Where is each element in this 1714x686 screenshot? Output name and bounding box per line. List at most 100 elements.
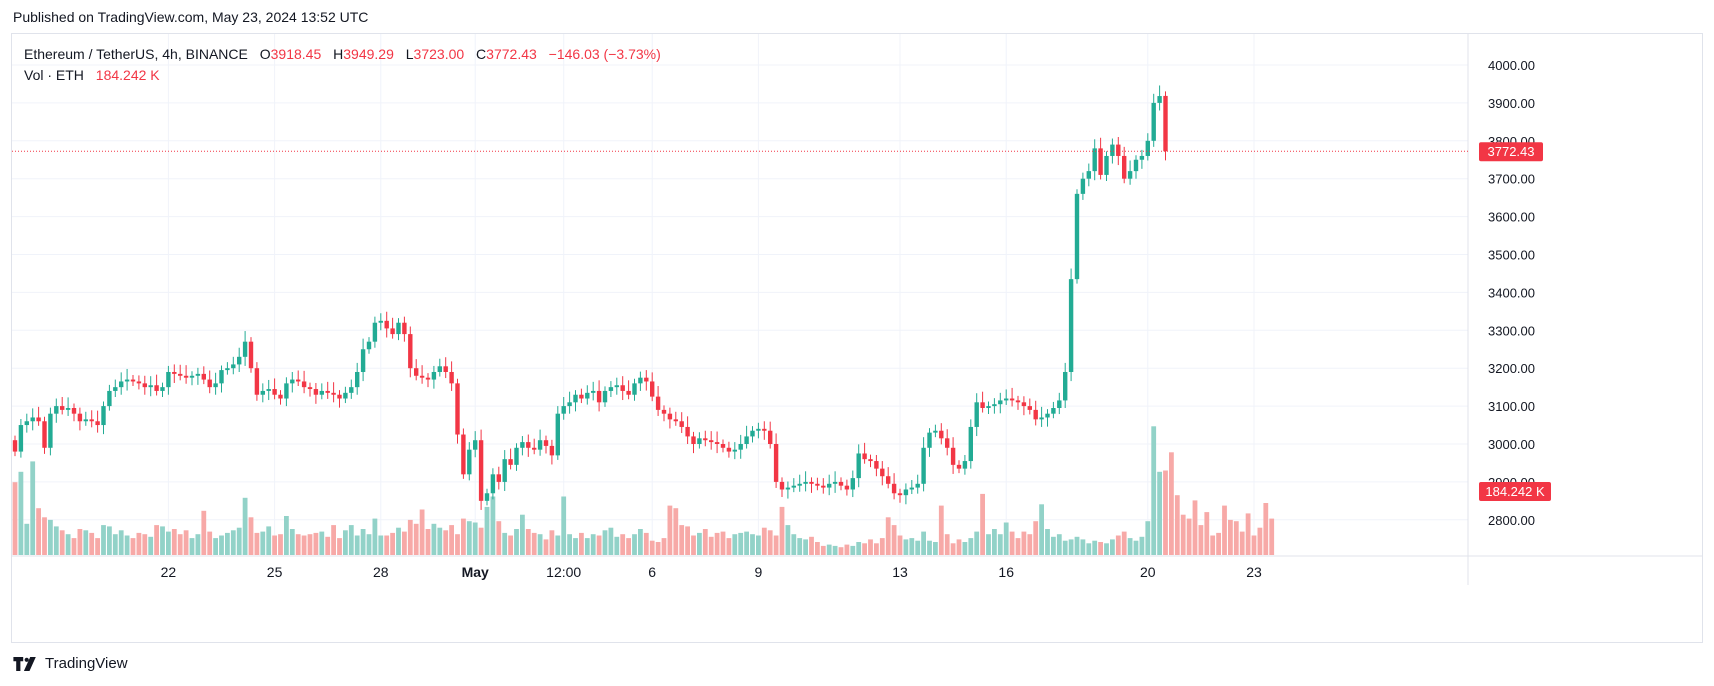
volume-bar (809, 536, 814, 555)
candle-body (12, 440, 18, 452)
candle-body (1045, 413, 1050, 418)
candle-body (980, 402, 985, 408)
volume-bar (130, 538, 136, 555)
volume-label[interactable]: Vol · ETH (24, 67, 84, 83)
candle-body (1086, 171, 1091, 179)
volume-bar (490, 496, 496, 555)
volume-bar (307, 534, 313, 555)
candle-body (95, 421, 100, 426)
candle-body (968, 426, 973, 462)
volume-bar (118, 530, 124, 555)
volume-bar (177, 534, 183, 555)
candle-body (42, 421, 47, 448)
volume-bar (360, 529, 366, 555)
candle-body (585, 392, 590, 399)
candle-body (573, 394, 578, 403)
volume-bar (343, 530, 348, 555)
candle-body (939, 430, 944, 439)
candle-body (862, 453, 867, 460)
candle-body (1068, 279, 1074, 372)
volume-bar (48, 519, 53, 555)
candle-body (467, 449, 472, 475)
y-tick-label: 3200.00 (1488, 361, 1535, 376)
volume-bar (272, 535, 277, 555)
footer-brand[interactable]: TradingView (13, 655, 128, 672)
volume-bar (484, 506, 490, 555)
candle-body (850, 478, 855, 490)
volume-bar (1104, 543, 1109, 555)
volume-bar (413, 523, 419, 555)
volume-bar (862, 543, 867, 555)
candle-body (508, 459, 513, 465)
volume-bar (514, 529, 519, 555)
candle-body (1122, 155, 1127, 179)
x-tick-label: 25 (267, 564, 283, 580)
volume-bar (472, 522, 478, 555)
x-tick-label: 22 (161, 564, 177, 580)
volume-bar (643, 532, 649, 555)
candle-body (207, 379, 212, 388)
candle-body (1151, 102, 1156, 141)
candle-body (113, 387, 118, 391)
candle-body (909, 487, 914, 490)
volume-bar (1228, 519, 1233, 555)
volume-bar (1115, 535, 1121, 555)
volume-bar (466, 521, 472, 555)
volume-bar (602, 530, 608, 555)
volume-value: 184.242 K (95, 67, 160, 83)
volume-bar (496, 521, 502, 555)
candle-body (827, 483, 832, 488)
candle-body (874, 461, 879, 469)
candle-body (815, 483, 820, 486)
volume-bar (1151, 426, 1157, 555)
volume-bar (71, 538, 77, 555)
candle-body (1063, 371, 1068, 401)
volume-bar (213, 538, 218, 555)
volume-bar (254, 532, 260, 555)
volume-bar (537, 534, 543, 555)
volume-bar (166, 531, 171, 555)
volume-bar (891, 525, 897, 555)
volume-bar (1163, 470, 1168, 555)
candle-body (431, 371, 437, 380)
volume-bar (36, 508, 41, 555)
ohlc-row: Ethereum / TetherUS, 4h, BINANCE O3918.4… (24, 44, 661, 65)
candle-body (307, 387, 313, 390)
candle-body (886, 476, 891, 484)
candle-body (945, 438, 950, 448)
volume-bar (750, 534, 755, 555)
candle-body (1145, 140, 1150, 156)
candle-body (1139, 155, 1145, 160)
candle-body (685, 426, 690, 437)
candle-body (278, 394, 283, 399)
candle-body (520, 442, 525, 448)
candle-body (301, 381, 307, 388)
candle-body (838, 481, 844, 486)
y-tick-label: 3500.00 (1488, 248, 1535, 263)
candle-body (962, 461, 968, 469)
high-value: 3949.29 (343, 46, 394, 62)
symbol-label[interactable]: Ethereum / TetherUS, 4h, BINANCE (24, 46, 248, 62)
volume-bar (691, 535, 696, 555)
volume-bar (1092, 540, 1098, 555)
candle-body (195, 373, 201, 376)
candle-body (1074, 193, 1080, 280)
volume-bar (142, 534, 148, 555)
candle-body (785, 487, 791, 490)
candle-body (750, 430, 755, 437)
volume-bar (1015, 538, 1021, 555)
y-tick-label: 3400.00 (1488, 285, 1535, 300)
high-label: H (333, 46, 344, 62)
volume-bar (626, 538, 631, 555)
candle-body (921, 447, 926, 484)
candle-body (821, 485, 826, 488)
candle-body (254, 368, 260, 395)
candle-body (602, 390, 608, 403)
candle-body (48, 413, 53, 448)
candle-body (673, 419, 678, 422)
candle-body (998, 400, 1003, 405)
candle-body (756, 428, 761, 431)
volume-bar (1192, 500, 1198, 555)
volume-bar (95, 538, 100, 555)
